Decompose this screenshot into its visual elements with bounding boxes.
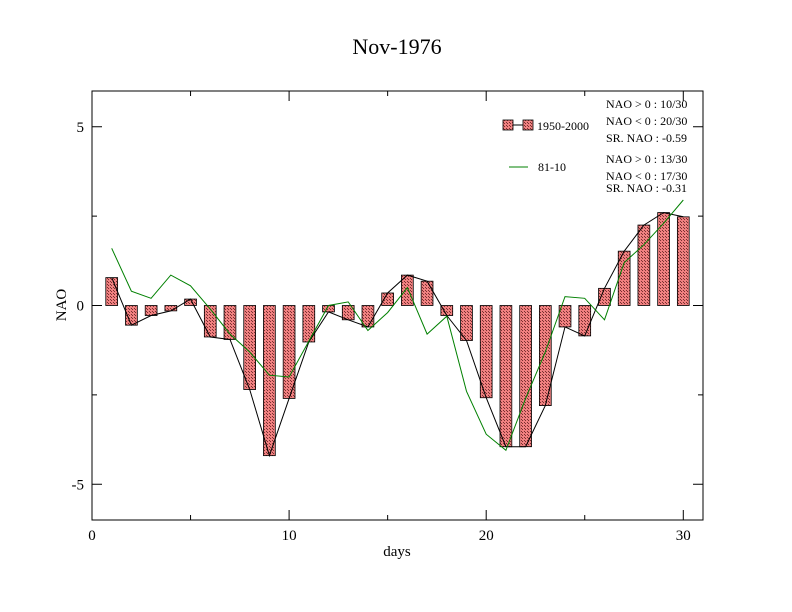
legend-label-1950-2000: 1950-2000 [537,119,589,133]
chart-title: Nov-1976 [352,34,441,59]
legend-bar-swatch-left [502,119,514,131]
x-tick-label: 0 [88,528,96,544]
stats-1950-negative: NAO < 0 : 20/30 [606,114,687,128]
bar-day-25 [578,305,592,337]
stats-8110-positive: NAO > 0 : 13/30 [606,152,687,166]
bar-day-17 [420,280,434,306]
bar-day-20 [479,305,493,399]
bar-day-26 [598,287,611,306]
line-series [111,199,684,458]
bar-day-30 [676,216,690,306]
stats-1950-positive: NAO > 0 : 10/30 [606,97,687,111]
bar-day-29 [657,212,670,306]
x-tick-label: 30 [676,528,691,544]
line-81-10 [111,199,684,452]
y-axis-label: NAO [54,289,70,322]
x-tick-label: 20 [479,528,494,544]
bar-day-9 [263,305,276,457]
stats-8110-sr: SR. NAO : -0.31 [606,181,687,195]
bar-day-8 [243,305,256,390]
stats-8110-negative: NAO < 0 : 17/30 [606,169,687,183]
bar-day-18 [440,305,454,316]
y-tick-label: 5 [77,120,85,136]
x-tick-label: 10 [282,528,297,544]
y-tick-label: 0 [77,299,85,315]
legend-label-81-10: 81-10 [538,160,566,174]
bar-day-1 [105,277,119,306]
y-tick-label: -5 [72,477,85,493]
tick-labels: 0 10 20 30 -5 0 5 [72,120,691,544]
line-1950-2000 [111,212,684,458]
legend-bar-swatch-right [522,119,534,131]
x-axis-label: days [383,544,411,560]
bar-series-1950-2000 [105,212,690,457]
legend: 1950-2000 81-10 NAO > 0 : 10/30 NAO < 0 … [502,97,687,195]
bar-day-22 [519,305,532,448]
bar-day-28 [637,224,651,306]
bar-day-10 [282,305,296,399]
bar-day-6 [203,305,217,338]
stats-1950-sr: SR. NAO : -0.59 [606,131,687,145]
bar-day-21 [499,305,513,448]
bar-day-3 [144,305,158,316]
bar-day-16 [401,274,414,306]
axis-ticks [91,91,703,520]
